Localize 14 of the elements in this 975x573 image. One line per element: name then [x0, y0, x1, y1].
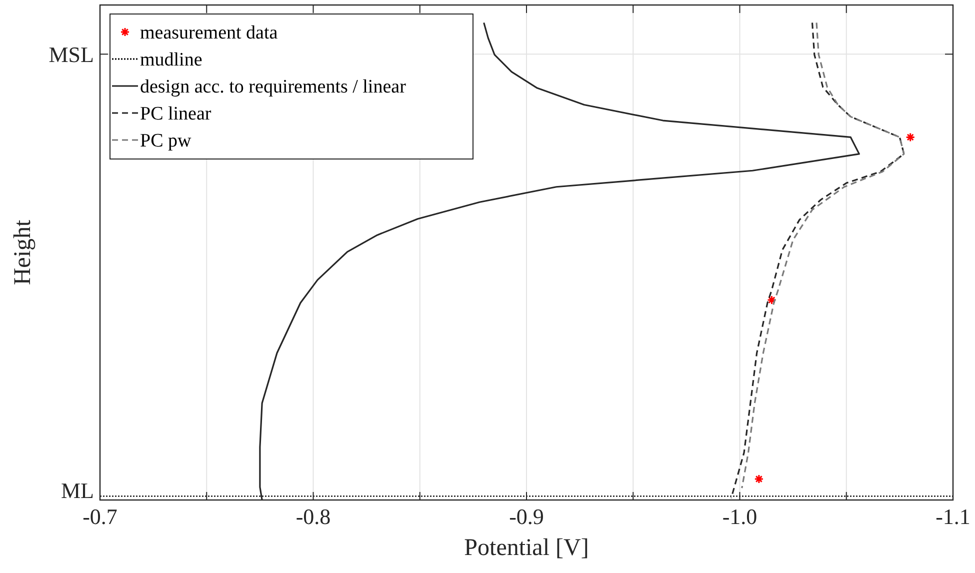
x-tick-label: -1.0	[722, 504, 758, 529]
legend-label: PC pw	[140, 130, 192, 152]
x-axis-title: Potential [V]	[464, 535, 589, 561]
legend-label: PC linear	[140, 104, 212, 125]
x-tick-label: -0.7	[82, 504, 118, 529]
x-tick-label: -1.1	[936, 504, 970, 529]
x-tick-label: -0.8	[296, 504, 331, 529]
x-tick-label: -0.9	[509, 504, 544, 529]
legend-label: mudline	[140, 50, 202, 71]
y-axis-title: Height	[10, 220, 36, 286]
legend-label: design acc. to requirements / linear	[140, 76, 407, 98]
text: ML	[61, 478, 94, 503]
ref-line-label: MSL	[48, 42, 94, 67]
legend-label: measurement data	[140, 22, 278, 44]
